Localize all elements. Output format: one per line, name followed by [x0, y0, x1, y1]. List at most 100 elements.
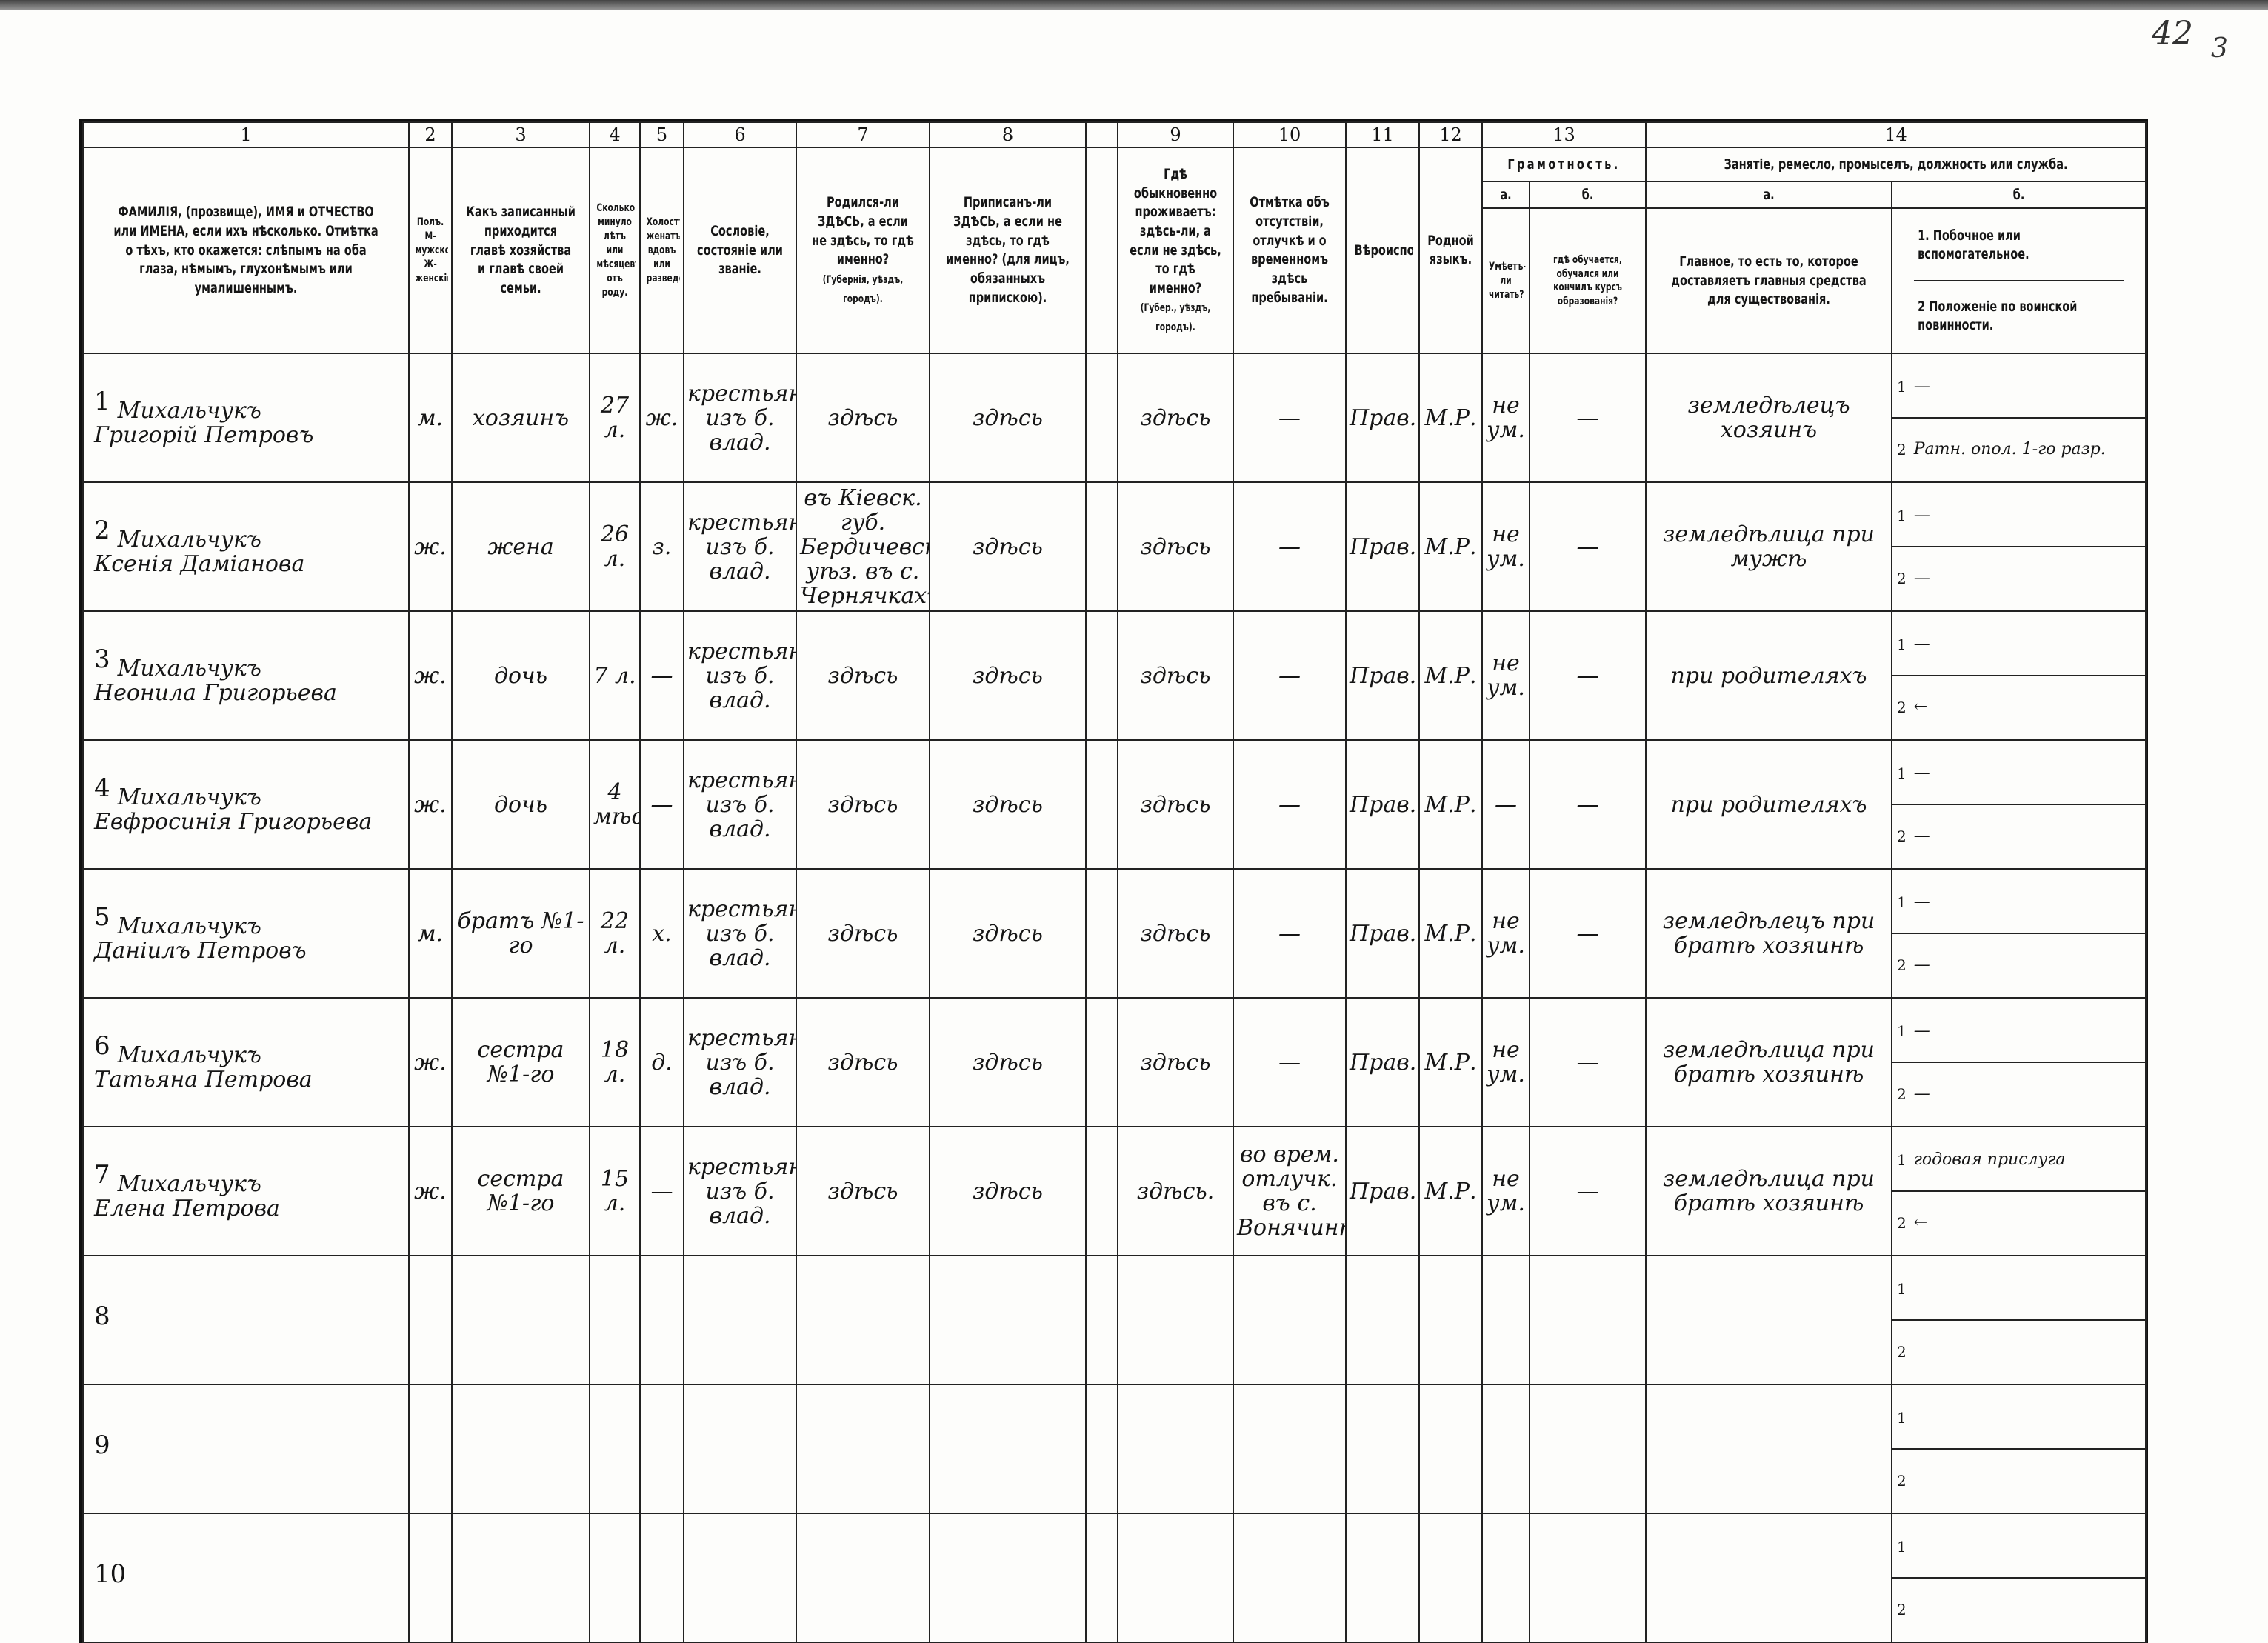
sub-number: 2 [1897, 827, 1907, 845]
header-language: Родной языкъ. [1423, 147, 1478, 355]
cell-name: 7 Михальчукъ Елена Петрова [82, 1126, 410, 1257]
cell-occupation: земледѣлица при братѣ хозяинѣ [1645, 997, 1893, 1128]
cell-occupation [1645, 1255, 1893, 1386]
sub-number: 1 [1897, 377, 1907, 396]
cell-absence: — [1233, 739, 1347, 870]
cell-registered [929, 1384, 1087, 1515]
cell-estate: крестьян. изъ б. влад. [683, 481, 797, 613]
cell-marital [639, 1255, 684, 1386]
cell-language: М.Р. [1418, 1126, 1483, 1257]
table-row: 6 Михальчукъ Татьяна Петрова ж. сестра №1-го… [82, 997, 2147, 1128]
cell-absence: — [1233, 868, 1347, 999]
cell-religion: Прав. [1345, 1126, 1420, 1257]
cell-language [1418, 1384, 1483, 1515]
sub-number: 2 [1897, 1084, 1907, 1103]
given-name: Елена Петрова [94, 1196, 280, 1222]
military-status-value: Ратн. опол. 1-го разр. [1913, 439, 2106, 459]
col-number: 5 [639, 121, 684, 149]
row-number: 4 [94, 773, 110, 804]
surname: Михальчукъ [117, 656, 261, 682]
secondary-occupation: 1 [1893, 1258, 2144, 1319]
secondary-occupation: 1— [1893, 871, 2144, 933]
cell-language: М.Р. [1418, 997, 1483, 1128]
cell-sex: ж. [408, 1126, 453, 1257]
cell-blank [1085, 1255, 1118, 1386]
secondary-occupation-value: годовая прислуга [1913, 1150, 2066, 1169]
secondary-occupation: 1— [1893, 1000, 2144, 1062]
cell-secondary: 1—2 Ратн. опол. 1-го разр. [1891, 353, 2147, 484]
cell-religion: Прав. [1345, 481, 1420, 613]
header-sex: Полъ. М-мужской. Ж-женскій. [411, 147, 450, 355]
row-number: 6 [94, 1031, 110, 1062]
cell-blank [1085, 1513, 1118, 1643]
header-resides: Гдѣ обыкновенно проживаетъ: здѣсь-ли, а … [1125, 147, 1226, 355]
page-side-mark: 3 [2211, 33, 2228, 64]
header-13a-label: а. [1484, 181, 1527, 210]
cell-marital: — [639, 1126, 684, 1257]
cell-absence [1233, 1255, 1347, 1386]
cell-religion: Прав. [1345, 610, 1420, 741]
secondary-occupation: 1 [1893, 1387, 2144, 1448]
header-marital: Холостъ, женатъ, вдовъ или разведенъ. [642, 147, 681, 355]
cell-education: — [1528, 868, 1647, 999]
cell-blank [1085, 868, 1118, 999]
cell-age [589, 1384, 641, 1515]
cell-occupation: земледѣлица при мужѣ [1645, 481, 1893, 613]
cell-language [1418, 1513, 1483, 1643]
column-number-row: 1 2 3 4 5 6 7 8 9 10 11 12 13 14 [82, 121, 2147, 149]
cell-marital: з. [639, 481, 684, 613]
scan-top-edge [0, 0, 2268, 10]
cell-born [796, 1255, 930, 1386]
cell-relation: сестра №1-го [451, 1126, 590, 1257]
cell-marital [639, 1384, 684, 1515]
cell-sex: ж. [408, 481, 453, 613]
surname: Михальчукъ [117, 527, 261, 553]
sub-number: 1 [1897, 1022, 1907, 1040]
sub-number: 1 [1897, 1408, 1907, 1427]
cell-resides [1117, 1384, 1234, 1515]
secondary-occupation-value: — [1913, 376, 1930, 396]
military-status-value: ← [1913, 1213, 1928, 1232]
col-number: 8 [929, 121, 1087, 149]
cell-estate [683, 1255, 797, 1386]
cell-resides: здѣсь [1117, 739, 1234, 870]
table-row: 1 Михальчукъ Григорій Петровъ м. хозяинъ 27 л… [82, 353, 2147, 484]
col-number [1085, 121, 1118, 149]
header-14a-label: а. [1664, 181, 1874, 210]
sub-number: 1 [1897, 764, 1907, 782]
header-born-note: (Губернія, уѣздъ, городъ). [822, 274, 904, 305]
cell-secondary: 1—2— [1891, 481, 2147, 613]
cell-relation [451, 1384, 590, 1515]
sub-number: 1 [1897, 506, 1907, 524]
cell-born: здѣсь [796, 610, 930, 741]
cell-resides: здѣсь [1117, 481, 1234, 613]
col-number: 3 [451, 121, 590, 149]
cell-born: здѣсь [796, 868, 930, 999]
secondary-occupation-value: — [1913, 634, 1930, 653]
subheader-row: Умѣетъ-ли читать? гдѣ обучается, обучалс… [83, 207, 2146, 355]
header-age: Сколько минуло лѣтъ или мѣсяцевъ отъ род… [593, 147, 637, 355]
cell-literate: не ум. [1481, 997, 1530, 1128]
sub-number: 1 [1897, 635, 1907, 653]
col-number: 7 [796, 121, 930, 149]
cell-name: 9 [82, 1384, 410, 1515]
cell-registered: здѣсь [929, 1126, 1087, 1257]
cell-literate [1481, 1513, 1530, 1643]
table-row: 4 Михальчукъ Евфросинія Григорьева ж. дочь 4 … [82, 739, 2147, 870]
secondary-occupation: 1— [1893, 613, 2144, 675]
cell-name: 8 [82, 1255, 410, 1386]
cell-born: здѣсь [796, 739, 930, 870]
cell-blank [1085, 997, 1118, 1128]
cell-occupation [1645, 1384, 1893, 1515]
secondary-occupation: 1— [1893, 484, 2144, 546]
sub-number: 1 [1897, 1279, 1907, 1298]
secondary-occupation: 1— [1893, 356, 2144, 417]
military-status: 2— [1893, 1062, 2145, 1124]
cell-education: — [1528, 997, 1647, 1128]
cell-education: — [1528, 353, 1647, 484]
cell-resides: здѣсь [1117, 353, 1234, 484]
cell-born [796, 1513, 930, 1643]
col-number: 4 [589, 121, 641, 149]
cell-literate: не ум. [1481, 868, 1530, 999]
